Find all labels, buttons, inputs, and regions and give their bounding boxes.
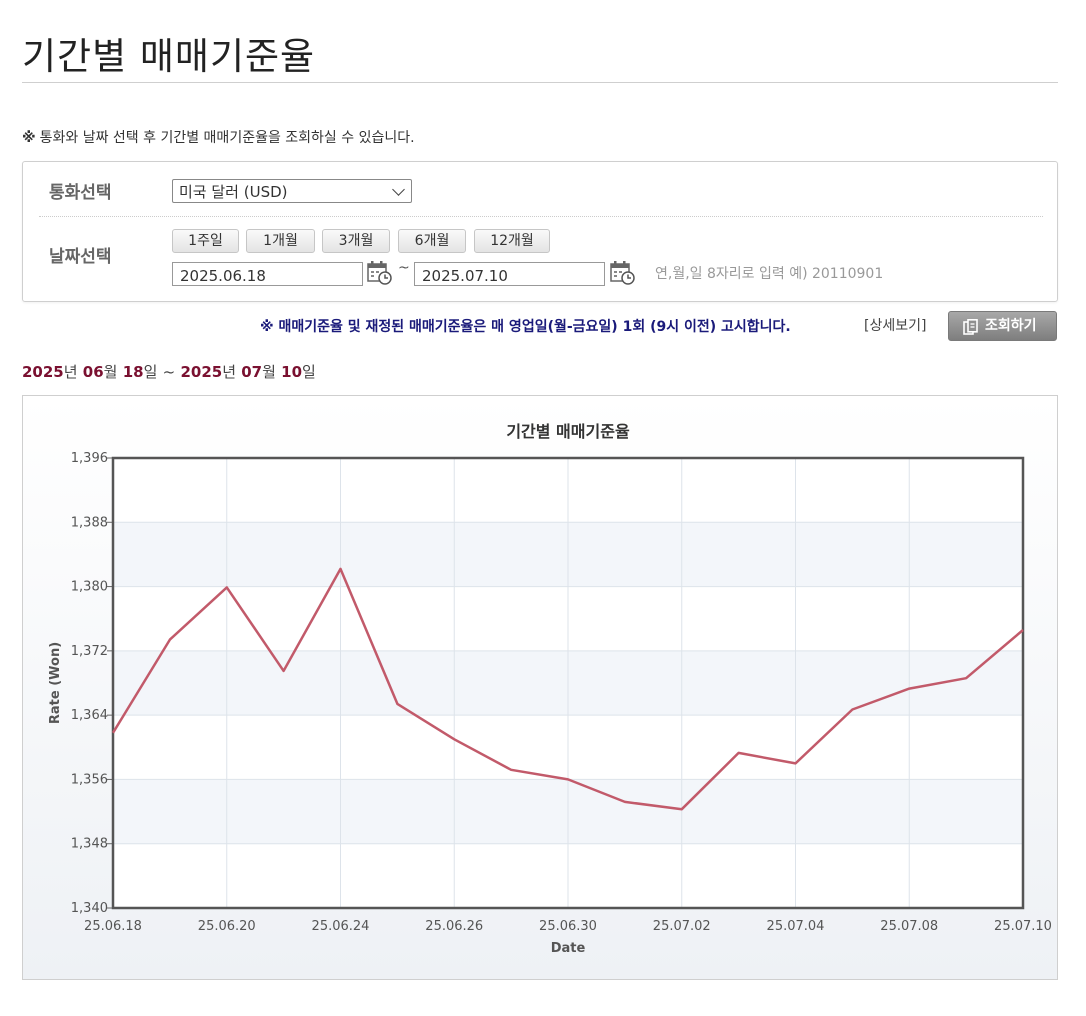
x-tick-label: 25.06.24 bbox=[312, 919, 370, 934]
start-month: 06 bbox=[82, 363, 104, 381]
period-button-6months[interactable]: 6개월 bbox=[398, 229, 466, 253]
x-tick-label: 25.06.18 bbox=[84, 919, 142, 934]
rate-chart-svg: 1,340 1,348 1,356 1,364 1,372 1,380 1,388 1,396… bbox=[48, 422, 1052, 956]
period-button-1week[interactable]: 1주일 bbox=[172, 229, 239, 253]
search-button-label: 조회하기 bbox=[985, 318, 1037, 334]
detail-link[interactable]: [상세보기] bbox=[864, 318, 927, 334]
x-tick-label: 25.07.02 bbox=[653, 919, 711, 934]
notice-text: ※ 통화와 날짜 선택 후 기간별 매매기준율을 조회하실 수 있습니다. bbox=[22, 127, 415, 147]
page-title: 기간별 매매기준율 bbox=[22, 35, 316, 78]
y-axis-title: Rate (Won) bbox=[48, 642, 63, 724]
publication-notice: ※ 매매기준율 및 재정된 매매기준율은 매 영업일(월-금요일) 1회 (9시… bbox=[260, 319, 791, 335]
notice-mark: ※ bbox=[22, 130, 36, 146]
title-divider bbox=[22, 82, 1058, 83]
period-button-3months[interactable]: 3개월 bbox=[322, 229, 390, 253]
currency-select-value: 미국 달러 (USD) bbox=[179, 183, 288, 201]
search-button[interactable]: 조회하기 bbox=[948, 311, 1057, 341]
end-day: 10 bbox=[281, 363, 303, 381]
start-year: 2025 bbox=[22, 363, 64, 381]
currency-label: 통화선택 bbox=[49, 183, 112, 203]
x-tick-label: 25.06.26 bbox=[425, 919, 483, 934]
x-tick-label: 25.06.20 bbox=[198, 919, 256, 934]
y-tick-label: 1,356 bbox=[71, 772, 108, 787]
y-tick-label: 1,348 bbox=[71, 837, 108, 852]
y-tick-label: 1,396 bbox=[71, 451, 108, 466]
rate-chart: 1,340 1,348 1,356 1,364 1,372 1,380 1,388 1,396… bbox=[22, 395, 1058, 980]
row-divider bbox=[39, 216, 1043, 217]
end-date-input[interactable]: 2025.07.10 bbox=[414, 262, 605, 286]
y-tick-label: 1,340 bbox=[71, 901, 108, 916]
series-line bbox=[111, 567, 1024, 811]
document-icon bbox=[963, 319, 978, 335]
end-month: 07 bbox=[241, 363, 263, 381]
date-label: 날짜선택 bbox=[49, 247, 112, 267]
calendar-icon[interactable] bbox=[367, 260, 393, 286]
y-tick-label: 1,388 bbox=[71, 515, 108, 530]
selected-period: 2025년 06월 18일 ~ 2025년 07월 10일 bbox=[22, 363, 316, 381]
period-button-1month[interactable]: 1개월 bbox=[246, 229, 315, 253]
notice-body: 통화와 날짜 선택 후 기간별 매매기준율을 조회하실 수 있습니다. bbox=[39, 130, 415, 146]
chart-title: 기간별 매매기준율 bbox=[506, 422, 630, 441]
x-axis-title: Date bbox=[551, 941, 586, 956]
period-button-12months[interactable]: 12개월 bbox=[474, 229, 550, 253]
y-tick-label: 1,380 bbox=[71, 580, 108, 595]
x-tick-label: 25.07.08 bbox=[880, 919, 938, 934]
start-day: 18 bbox=[122, 363, 144, 381]
currency-select[interactable]: 미국 달러 (USD) bbox=[172, 179, 412, 203]
y-tick-label: 1,372 bbox=[71, 644, 108, 659]
chevron-down-icon bbox=[392, 183, 405, 196]
x-tick-label: 25.06.30 bbox=[539, 919, 597, 934]
y-tick-label: 1,364 bbox=[71, 708, 108, 723]
date-range-tilde: ~ bbox=[398, 260, 410, 276]
x-tick-label: 25.07.04 bbox=[767, 919, 825, 934]
calendar-icon[interactable] bbox=[610, 260, 636, 286]
x-tick-label: 25.07.10 bbox=[994, 919, 1052, 934]
date-format-hint: 연,월,일 8자리로 입력 예) 20110901 bbox=[655, 266, 884, 282]
end-year: 2025 bbox=[180, 363, 223, 381]
start-date-input[interactable]: 2025.06.18 bbox=[172, 262, 363, 286]
search-form: 통화선택 미국 달러 (USD) 날짜선택 1주일 1개월 3개월 6개월 12… bbox=[22, 161, 1058, 302]
plot-border bbox=[111, 456, 1025, 910]
